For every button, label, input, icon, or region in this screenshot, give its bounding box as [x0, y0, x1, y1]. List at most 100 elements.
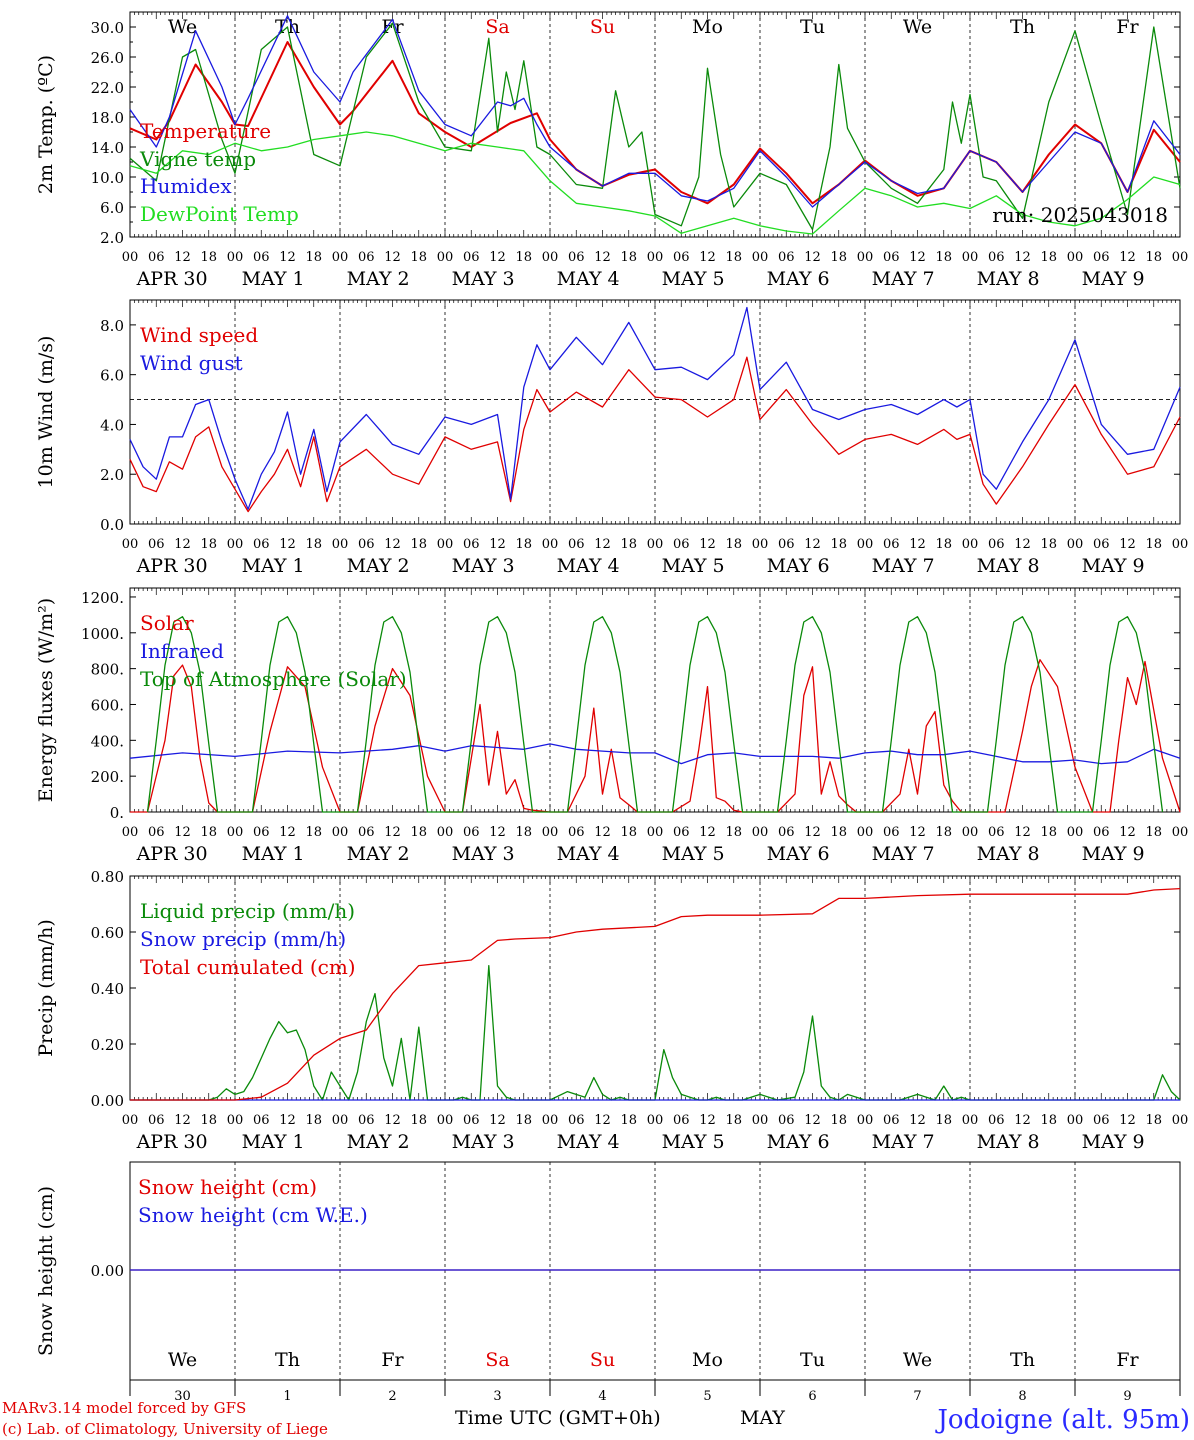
time-axis-caption: Time UTC (GMT+0h) [455, 1407, 661, 1429]
day-number-label: 7 [913, 1389, 921, 1404]
day-number-label: 3 [493, 1389, 501, 1404]
date-tick-label: MAY 5 [662, 1131, 725, 1153]
y-tick-label: 2.0 [100, 466, 124, 484]
hour-tick-label: 06 [568, 1113, 585, 1128]
weekday-label: Sa [485, 1349, 509, 1371]
legend-entry: Vigne temp [139, 147, 256, 171]
date-tick-label: APR 30 [136, 268, 208, 290]
date-tick-label: MAY 9 [1082, 268, 1145, 290]
legend-entry: DewPoint Temp [140, 202, 299, 226]
hour-tick-label: 06 [463, 825, 480, 840]
y-tick-label: 0.40 [91, 980, 124, 998]
date-tick-label: MAY 2 [347, 1131, 410, 1153]
day-number-label: 30 [174, 1389, 191, 1404]
y-tick-label: 0.60 [91, 924, 124, 942]
series-line [129, 743, 1181, 765]
legend-entry: Liquid precip (mm/h) [140, 899, 355, 923]
date-tick-label: MAY 6 [767, 555, 830, 577]
hour-tick-label: 12 [594, 250, 611, 265]
hour-tick-label: 12 [174, 825, 191, 840]
hour-tick-label: 18 [515, 825, 532, 840]
hour-tick-label: 06 [568, 537, 585, 552]
hour-tick-label: 18 [725, 250, 742, 265]
hour-tick-label: 00 [1172, 1113, 1189, 1128]
y-tick-label: 0.80 [91, 868, 124, 886]
series-line [129, 306, 1181, 510]
y-tick-label: 400. [91, 732, 124, 750]
hour-tick-label: 00 [332, 250, 349, 265]
y-tick-label: 10.0 [91, 169, 124, 187]
hour-tick-label: 06 [463, 537, 480, 552]
hour-tick-label: 00 [962, 1113, 979, 1128]
hour-tick-label: 00 [332, 825, 349, 840]
date-tick-label: MAY 5 [662, 555, 725, 577]
run-annotation: run: 2025043018 [992, 203, 1168, 227]
hour-tick-label: 18 [305, 250, 322, 265]
hour-tick-label: 06 [253, 537, 270, 552]
y-tick-label: 22.0 [91, 79, 124, 97]
weekday-label: We [903, 1349, 932, 1371]
hour-tick-label: 00 [647, 250, 664, 265]
hour-tick-label: 00 [122, 825, 139, 840]
date-tick-label: MAY 5 [662, 843, 725, 865]
hour-tick-label: 06 [778, 537, 795, 552]
day-number-label: 1 [283, 1389, 291, 1404]
legend-entry: Top of Atmosphere (Solar) [140, 667, 407, 691]
month-caption: MAY [740, 1407, 785, 1429]
hour-tick-label: 18 [1145, 825, 1162, 840]
date-tick-label: MAY 4 [557, 1131, 620, 1153]
date-tick-label: MAY 2 [347, 268, 410, 290]
hour-tick-label: 00 [227, 537, 244, 552]
hour-tick-label: 06 [883, 1113, 900, 1128]
y-axis-title: Precip (mm/h) [35, 919, 57, 1057]
hour-tick-label: 18 [1145, 1113, 1162, 1128]
y-tick-label: 4.0 [100, 416, 124, 434]
legend-entry: Snow precip (mm/h) [140, 927, 346, 951]
hour-tick-label: 00 [857, 250, 874, 265]
hour-tick-label: 00 [752, 250, 769, 265]
hour-tick-label: 06 [988, 825, 1005, 840]
legend-entry: Humidex [140, 174, 232, 198]
hour-tick-label: 06 [778, 1113, 795, 1128]
hour-tick-label: 06 [673, 537, 690, 552]
hour-tick-label: 12 [699, 537, 716, 552]
date-tick-label: MAY 5 [662, 268, 725, 290]
panels: 00 06 12 18 00 06 12 18 00 06 12 18 00 06 12 18 00 06 12 18… [35, 11, 1188, 1404]
hour-tick-label: 00 [1067, 537, 1084, 552]
panel-0: 00 06 12 18 00 06 12 18 00 06 12 18 00 06 12 18 00 06 12 18… [35, 11, 1188, 290]
weekday-label: We [168, 16, 197, 38]
hour-tick-label: 06 [148, 537, 165, 552]
hour-tick-label: 00 [542, 537, 559, 552]
hour-tick-label: 18 [935, 250, 952, 265]
weekday-label: Su [590, 1349, 615, 1371]
legend-entry: Total cumulated (cm) [140, 955, 356, 979]
hour-tick-label: 00 [332, 537, 349, 552]
panel-frame [129, 587, 1181, 813]
hour-tick-label: 00 [1067, 1113, 1084, 1128]
hour-tick-label: 18 [1145, 537, 1162, 552]
hour-tick-label: 06 [358, 537, 375, 552]
date-tick-label: MAY 3 [452, 1131, 515, 1153]
hour-tick-label: 18 [725, 537, 742, 552]
hour-tick-label: 18 [200, 537, 217, 552]
hour-tick-label: 12 [174, 1113, 191, 1128]
y-tick-label: 30.0 [91, 19, 124, 37]
date-tick-label: MAY 6 [767, 268, 830, 290]
hour-tick-label: 12 [1119, 825, 1136, 840]
date-tick-label: MAY 9 [1082, 1131, 1145, 1153]
panel-3: 00 06 12 18 00 06 12 18 00 06 12 18 00 06 12 18 00 06 12 18… [35, 868, 1188, 1153]
hour-tick-label: 12 [804, 1113, 821, 1128]
weekday-label: Th [1010, 1349, 1035, 1371]
hour-tick-label: 18 [200, 825, 217, 840]
hour-tick-label: 18 [935, 825, 952, 840]
hour-tick-label: 06 [253, 250, 270, 265]
weekday-label: We [903, 16, 932, 38]
legend-entry: Infrared [140, 639, 224, 663]
hour-tick-label: 18 [620, 1113, 637, 1128]
date-tick-label: MAY 4 [557, 843, 620, 865]
day-number-label: 9 [1123, 1389, 1131, 1404]
y-tick-label: 0. [110, 804, 124, 822]
legend-entry: Wind speed [140, 323, 258, 347]
day-number-label: 2 [388, 1389, 396, 1404]
hour-tick-label: 18 [515, 250, 532, 265]
